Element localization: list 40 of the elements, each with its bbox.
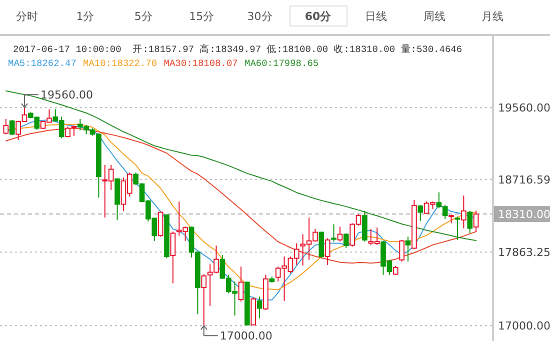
annotation: 17000.00 bbox=[220, 330, 272, 341]
candlestick bbox=[324, 238, 330, 266]
candlestick bbox=[473, 210, 479, 232]
candlestick bbox=[71, 125, 77, 136]
candlestick bbox=[399, 239, 404, 262]
text: MA30:18108.07 bbox=[164, 58, 238, 69]
candlestick bbox=[331, 224, 336, 242]
candlestick bbox=[158, 211, 164, 238]
candlestick bbox=[405, 236, 411, 262]
candlestick bbox=[343, 232, 349, 249]
y-tick-label: 19560.00 bbox=[498, 101, 550, 114]
text: MA60:17998.65 bbox=[244, 58, 319, 69]
text: 60分 bbox=[304, 10, 332, 23]
candlestick bbox=[9, 119, 15, 136]
candlestick bbox=[418, 204, 424, 222]
text: 5分 bbox=[134, 10, 152, 23]
line-series bbox=[5, 90, 477, 242]
ref-line-label: 18310.00 bbox=[498, 208, 550, 221]
text: 1分 bbox=[76, 10, 94, 23]
text: 分时 bbox=[16, 10, 38, 23]
y-tick-label: 17863.25 bbox=[498, 246, 550, 259]
text: MA10:18322.70 bbox=[83, 58, 158, 69]
candlestick bbox=[337, 226, 343, 242]
candlestick bbox=[454, 216, 460, 240]
candlestick bbox=[256, 296, 262, 319]
candlestick bbox=[170, 231, 176, 284]
text: 15分 bbox=[189, 10, 214, 23]
text: 月线 bbox=[482, 10, 504, 23]
candlestick bbox=[461, 195, 466, 229]
candlestick bbox=[238, 266, 244, 302]
y-tick-label: 17000.00 bbox=[498, 320, 550, 333]
candlestick bbox=[467, 210, 473, 234]
text: 2017-06-17 10:00:00 开:18157.97 高:18349.97 低:18100.00 收:18310.00 量:530.4646 bbox=[13, 43, 462, 55]
text: MA5:18262.47 bbox=[8, 58, 76, 69]
annotation: 19560.00 bbox=[40, 88, 93, 102]
text: 日线 bbox=[365, 10, 388, 23]
text: 30分 bbox=[247, 10, 272, 23]
text: 周线 bbox=[423, 10, 446, 23]
candlestick bbox=[3, 118, 9, 135]
y-tick-label: 18716.59 bbox=[498, 173, 550, 186]
